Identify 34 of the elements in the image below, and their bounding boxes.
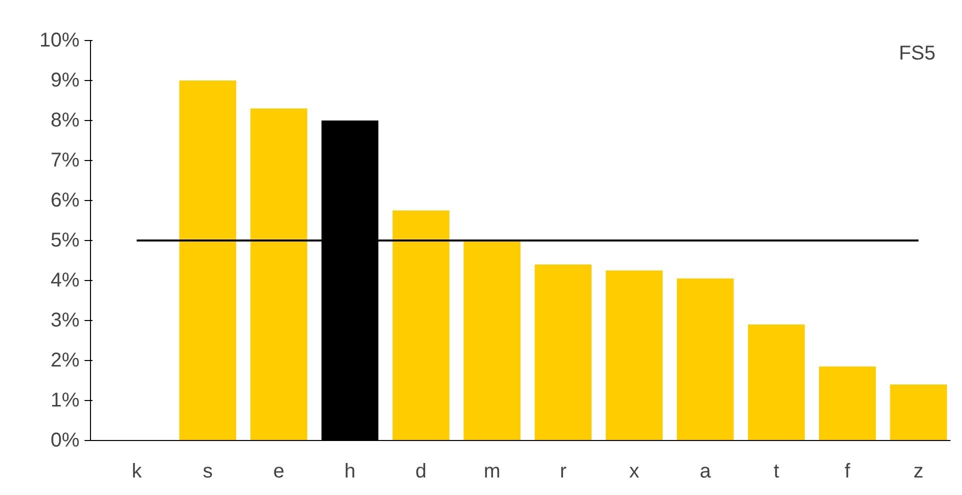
x-tick-label: k [132, 460, 143, 482]
x-tick-label: h [344, 460, 356, 482]
bar [890, 384, 947, 440]
y-tick-label: 1% [50, 390, 80, 412]
bar [534, 264, 592, 440]
y-tick-label: 9% [50, 70, 80, 92]
y-tick-label: 8% [50, 110, 80, 132]
bar [392, 210, 450, 440]
bar [748, 324, 805, 440]
x-tick-label: t [774, 460, 780, 482]
x-tick-label: a [700, 460, 712, 482]
bar [819, 366, 876, 440]
y-tick-label: 7% [50, 150, 80, 172]
y-tick-label: 10% [39, 30, 80, 52]
x-tick-label: s [202, 460, 213, 482]
annotation: FS5 [898, 42, 936, 64]
x-tick-label: z [914, 460, 924, 482]
bar [250, 108, 308, 440]
y-tick-label: 5% [50, 230, 80, 252]
y-tick-label: 2% [50, 350, 80, 372]
x-tick-label: r [560, 460, 567, 482]
y-tick-label: 0% [50, 430, 80, 452]
y-tick-label: 6% [50, 190, 80, 212]
y-tick-label: 4% [50, 270, 80, 292]
y-tick-label: 3% [50, 310, 80, 332]
bar [179, 80, 236, 440]
x-tick-label: f [844, 460, 851, 482]
bar [606, 270, 663, 440]
x-tick-label: d [415, 460, 427, 482]
bar [464, 240, 520, 440]
x-tick-label: m [484, 460, 500, 482]
x-tick-label: x [629, 460, 640, 482]
bar [676, 278, 734, 440]
x-tick-label: e [273, 460, 284, 482]
